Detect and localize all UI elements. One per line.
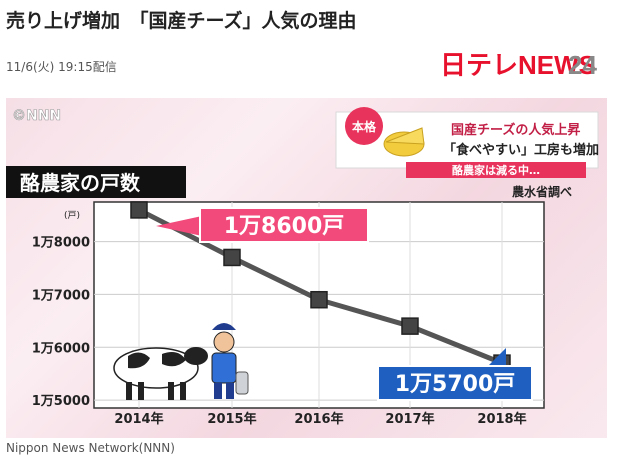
svg-text:24: 24 bbox=[568, 50, 597, 80]
article-headline: 売り上げ増加 「国産チーズ」人気の理由 bbox=[6, 10, 357, 32]
tag-badge bbox=[345, 107, 383, 145]
image-credit: Nippon News Network(NNN) bbox=[6, 441, 175, 455]
chart-title-bg bbox=[6, 166, 186, 198]
farmer-illustration bbox=[211, 323, 249, 399]
cow-illustration bbox=[113, 347, 208, 400]
caption-subline: 酪農家は減る中… bbox=[452, 163, 540, 177]
data-point bbox=[130, 201, 148, 219]
video-frame[interactable]: ©NNN 本格 国産チーズの人気上昇 「食べやすい」工房も増加 酪農家は減る中…… bbox=[6, 98, 607, 438]
chart-title: 酪農家の戸数 bbox=[20, 171, 141, 195]
y-tick-label: 1万6000 bbox=[32, 341, 90, 356]
caption-line-2: 「食べやすい」工房も増加 bbox=[443, 142, 599, 158]
svg-text:日テレNEWS: 日テレNEWS bbox=[440, 50, 596, 80]
callout-end-value: 1万5700戸 bbox=[377, 348, 533, 401]
y-unit-label: (戸) bbox=[64, 210, 80, 221]
x-tick-label: 2014年 bbox=[114, 411, 163, 427]
watermark: ©NNN bbox=[12, 108, 61, 124]
callout-end-text: 1万5700戸 bbox=[395, 372, 516, 397]
cheese-icon bbox=[383, 127, 425, 157]
x-tick-label: 2017年 bbox=[385, 411, 434, 427]
x-tick-label: 2015年 bbox=[207, 411, 256, 427]
tag-label: 本格 bbox=[352, 119, 377, 134]
callout-start-value: 1万8600戸 bbox=[156, 207, 369, 243]
data-point bbox=[310, 290, 328, 309]
news-logo[interactable]: 日テレNEWS 24 bbox=[440, 46, 608, 80]
y-tick-label: 1万8000 bbox=[32, 236, 90, 251]
y-tick-label: 1万5000 bbox=[32, 394, 90, 409]
caption-line-1: 国産チーズの人気上昇 bbox=[451, 122, 580, 138]
video-still: ©NNN 本格 国産チーズの人気上昇 「食べやすい」工房も増加 酪農家は減る中…… bbox=[6, 107, 599, 427]
y-tick-label: 1万7000 bbox=[32, 288, 90, 303]
data-point bbox=[223, 248, 241, 267]
publish-date: 11/6(火) 19:15配信 bbox=[6, 60, 117, 74]
data-point bbox=[401, 317, 419, 335]
data-source: 農水省調べ bbox=[512, 184, 572, 199]
x-tick-label: 2018年 bbox=[477, 411, 526, 427]
x-tick-label: 2016年 bbox=[294, 411, 343, 427]
caption-box: 本格 国産チーズの人気上昇 「食べやすい」工房も増加 酪農家は減る中… bbox=[335, 107, 599, 178]
callout-start-text: 1万8600戸 bbox=[224, 214, 345, 239]
